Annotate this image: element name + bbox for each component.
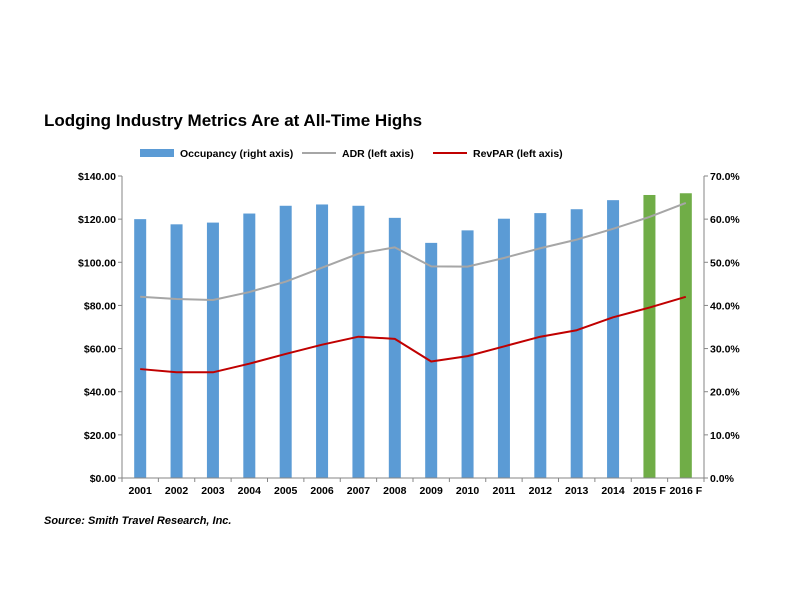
occupancy-bar-2016-f (679, 193, 692, 478)
line-series (140, 202, 687, 374)
x-tick-label: 2012 (529, 485, 553, 497)
x-tick-label: 2002 (165, 485, 189, 497)
occupancy-bar-2013 (570, 209, 583, 478)
right-tick-label: 0.0% (710, 473, 735, 485)
source-note: Source: Smith Travel Research, Inc. (44, 515, 232, 527)
x-tick-label: 2003 (201, 485, 225, 497)
left-tick-label: $40.00 (84, 387, 116, 399)
right-tick-label: 70.0% (710, 171, 740, 183)
adr-line (140, 202, 687, 302)
left-tick-label: $80.00 (84, 300, 116, 312)
right-tick-label: 50.0% (710, 257, 740, 269)
x-tick-label: 2013 (565, 485, 589, 497)
legend-item-occupancy: Occupancy (right axis) (140, 148, 293, 160)
x-tick-label: 2005 (274, 485, 298, 497)
occupancy-bar-2015-f (643, 194, 656, 479)
occupancy-bar-2001 (134, 219, 147, 478)
right-tick-label: 60.0% (710, 214, 740, 226)
legend-item-revpar: RevPAR (left axis) (433, 148, 563, 160)
occupancy-bar-2014 (607, 200, 620, 478)
right-tick-label: 40.0% (710, 300, 740, 312)
occupancy-bar-2007 (352, 205, 365, 479)
occupancy-bar-2011 (497, 218, 510, 478)
legend-label: ADR (left axis) (342, 148, 414, 160)
chart-title: Lodging Industry Metrics Are at All-Time… (44, 111, 423, 130)
occupancy-bar-2010 (461, 230, 474, 478)
legend-swatch (140, 149, 174, 157)
left-tick-label: $120.00 (78, 214, 116, 226)
right-tick-label: 20.0% (710, 387, 740, 399)
occupancy-bar-2012 (534, 213, 547, 479)
left-tick-label: $140.00 (78, 171, 116, 183)
left-tick-label: $20.00 (84, 430, 116, 442)
x-tick-label: 2015 F (633, 485, 666, 497)
right-tick-label: 10.0% (710, 430, 740, 442)
x-tick-label: 2006 (310, 485, 334, 497)
x-tick-label: 2008 (383, 485, 407, 497)
left-tick-label: $0.00 (90, 473, 116, 485)
legend-label: Occupancy (right axis) (180, 148, 293, 160)
x-tick-label: 2004 (238, 485, 262, 497)
occupancy-bar-2004 (243, 213, 256, 478)
occupancy-bar-2002 (170, 224, 183, 478)
x-tick-label: 2016 F (669, 485, 702, 497)
right-tick-label: 30.0% (710, 344, 740, 356)
left-tick-label: $60.00 (84, 344, 116, 356)
x-tick-label: 2009 (420, 485, 444, 497)
occupancy-bar-2005 (279, 205, 292, 479)
x-tick-label: 2014 (601, 485, 625, 497)
occupancy-bar-2006 (316, 204, 329, 478)
legend-item-adr: ADR (left axis) (302, 148, 414, 160)
x-tick-label: 2007 (347, 485, 371, 497)
axes: $0.00 $20.00 $40.00 $60.00 $80.00 $100.00 $120… (78, 171, 740, 497)
occupancy-bar-2003 (206, 222, 219, 478)
legend-label: RevPAR (left axis) (473, 148, 563, 160)
x-tick-label: 2001 (129, 485, 153, 497)
occupancy-bars (134, 193, 692, 479)
revpar-line (140, 295, 687, 374)
legend: Occupancy (right axis) ADR (left axis) Rev… (140, 148, 563, 160)
x-tick-label: 2011 (493, 485, 516, 497)
occupancy-bar-2008 (388, 217, 401, 478)
x-tick-label: 2010 (456, 485, 480, 497)
left-tick-label: $100.00 (78, 257, 116, 269)
